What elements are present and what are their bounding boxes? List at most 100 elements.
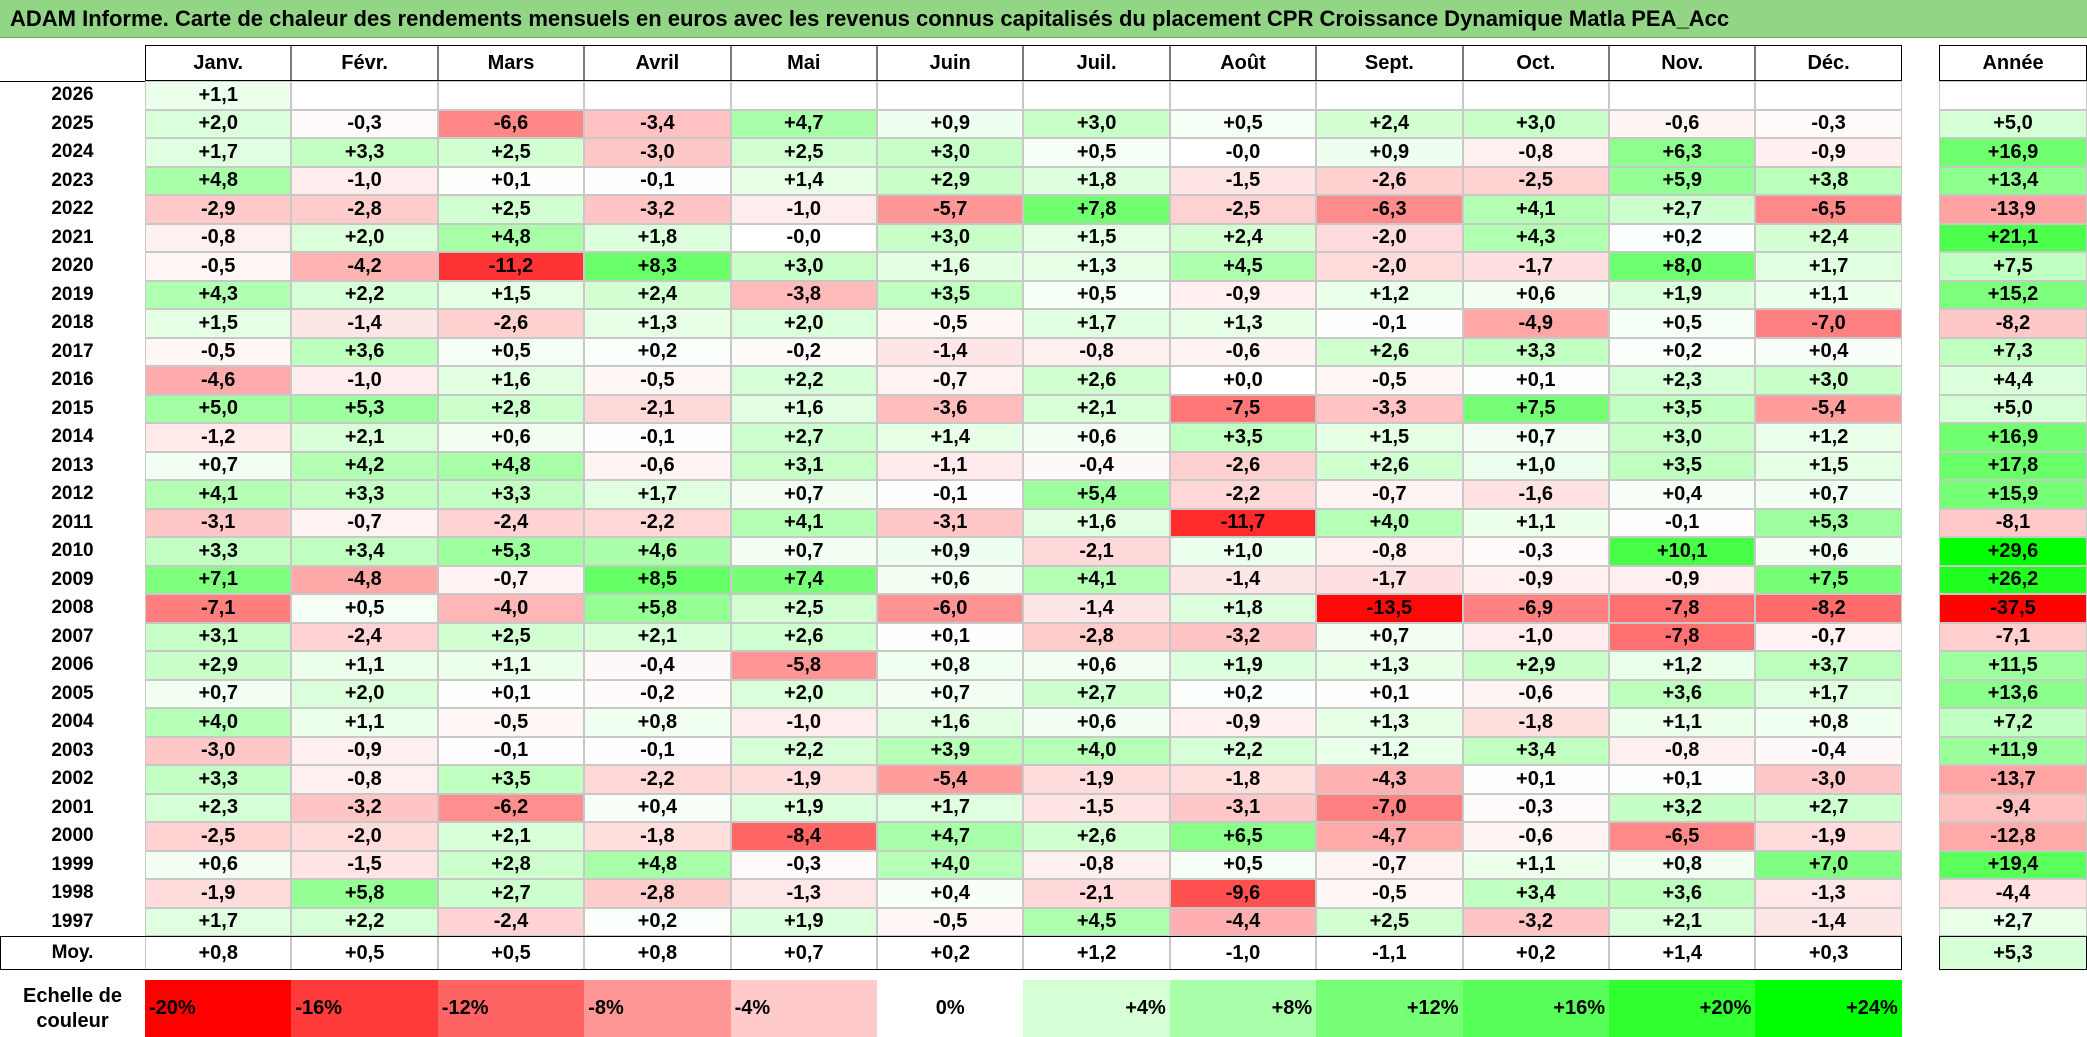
heatmap-cell: +2,9 xyxy=(145,651,292,680)
heatmap-cell: +1,2 xyxy=(1755,423,1902,452)
heatmap-cell: -1,9 xyxy=(145,879,292,908)
heatmap-cell: +5,8 xyxy=(291,879,438,908)
heatmap-cell: +3,2 xyxy=(1609,793,1756,822)
heatmap-cell: +0,6 xyxy=(877,565,1024,594)
year-label: 2012 xyxy=(0,480,145,509)
annee-cell: -7,1 xyxy=(1939,622,2087,651)
heatmap-cell: -1,0 xyxy=(291,366,438,395)
heatmap-cell: +1,7 xyxy=(1755,679,1902,708)
heatmap-cell: -1,8 xyxy=(1462,708,1609,737)
heatmap-cell: +3,3 xyxy=(145,537,292,566)
heatmap-cell: +2,0 xyxy=(145,109,292,138)
heatmap-cell: +7,5 xyxy=(1755,565,1902,594)
heatmap-cell: +3,8 xyxy=(1755,166,1902,195)
heatmap-cell: -3,1 xyxy=(1169,793,1317,822)
heatmap-cell: -0,6 xyxy=(584,451,731,480)
heatmap-cell: +0,5 xyxy=(437,337,585,366)
heatmap-cell: +4,0 xyxy=(145,708,292,737)
year-label: 2003 xyxy=(0,736,145,765)
heatmap-cell: +3,0 xyxy=(1462,109,1609,138)
heatmap-cell: -1,1 xyxy=(877,451,1024,480)
heatmap-cell xyxy=(1316,81,1463,110)
heatmap-cell: +3,5 xyxy=(1609,451,1756,480)
heatmap-cell: +1,0 xyxy=(1169,537,1317,566)
heatmap-cell: -1,7 xyxy=(1316,565,1463,594)
heatmap-cell: -0,9 xyxy=(1169,708,1317,737)
annee-cell: +29,6 xyxy=(1939,537,2087,566)
heatmap-cell: -6,2 xyxy=(437,793,585,822)
year-label: 2013 xyxy=(0,451,145,480)
color-scale-swatch: -20% xyxy=(145,980,292,1037)
heatmap-cell: +0,6 xyxy=(1023,651,1170,680)
heatmap-cell: +0,2 xyxy=(1169,679,1317,708)
color-scale-swatch: -16% xyxy=(291,980,438,1037)
heatmap-cell: +0,6 xyxy=(145,850,292,879)
heatmap-cell: +0,5 xyxy=(1169,850,1317,879)
heatmap-cell: -0,3 xyxy=(1462,537,1609,566)
heatmap-cell: -6,5 xyxy=(1609,822,1756,851)
heatmap-cell: -0,9 xyxy=(291,736,438,765)
heatmap-cell: -1,4 xyxy=(1023,594,1170,623)
average-annee-cell: +5,3 xyxy=(1939,936,2087,970)
heatmap-cell: +2,3 xyxy=(1609,366,1756,395)
annee-cell: -8,1 xyxy=(1939,508,2087,537)
heatmap-cell: -0,5 xyxy=(877,309,1024,338)
heatmap-cell: +1,6 xyxy=(730,394,877,423)
heatmap-cell: -2,4 xyxy=(437,907,585,936)
heatmap-cell: -0,7 xyxy=(291,508,438,537)
heatmap-cell: -1,8 xyxy=(584,822,731,851)
year-label: 2009 xyxy=(0,565,145,594)
heatmap-cell: -2,6 xyxy=(1169,451,1317,480)
heatmap-cell: -6,0 xyxy=(877,594,1024,623)
heatmap-cell: +2,5 xyxy=(730,594,877,623)
average-cell: +1,4 xyxy=(1609,936,1756,970)
heatmap-cell xyxy=(584,81,731,110)
color-scale-swatch: -4% xyxy=(730,980,877,1037)
heatmap-cell: -1,9 xyxy=(1023,765,1170,794)
annee-cell: +7,5 xyxy=(1939,252,2087,281)
heatmap-cell: +2,0 xyxy=(291,223,438,252)
heatmap-cell: -1,4 xyxy=(1755,907,1902,936)
heatmap-cell: +1,2 xyxy=(1316,280,1463,309)
heatmap-cell: +2,2 xyxy=(291,280,438,309)
year-label: 2025 xyxy=(0,109,145,138)
heatmap-cell: +0,2 xyxy=(1609,337,1756,366)
heatmap-cell: +0,5 xyxy=(1169,109,1317,138)
heatmap-cell: -1,0 xyxy=(1462,622,1609,651)
month-header: Août xyxy=(1169,45,1317,81)
heatmap-cell: +4,8 xyxy=(584,850,731,879)
heatmap-cell: +7,8 xyxy=(1023,195,1170,224)
annee-cell: -8,2 xyxy=(1939,309,2087,338)
heatmap-cell: +1,1 xyxy=(1755,280,1902,309)
heatmap-cell: -7,1 xyxy=(145,594,292,623)
heatmap-cell: +3,0 xyxy=(730,252,877,281)
heatmap-cell: -2,6 xyxy=(437,309,585,338)
heatmap-cell: +1,8 xyxy=(1169,594,1317,623)
annee-cell: +13,6 xyxy=(1939,679,2087,708)
heatmap-cell: -2,2 xyxy=(584,508,731,537)
heatmap-cell: +1,5 xyxy=(1755,451,1902,480)
heatmap-cell: +0,4 xyxy=(1609,480,1756,509)
annee-cell: +16,9 xyxy=(1939,423,2087,452)
heatmap-cell: +1,3 xyxy=(584,309,731,338)
average-cell: +1,2 xyxy=(1023,936,1170,970)
heatmap-cell: +3,7 xyxy=(1755,651,1902,680)
heatmap-cell: +2,7 xyxy=(1023,679,1170,708)
heatmap-cell: -0,2 xyxy=(584,679,731,708)
heatmap-cell: +2,9 xyxy=(1462,651,1609,680)
heatmap-cell: -1,4 xyxy=(1169,565,1317,594)
heatmap-cell: -2,1 xyxy=(584,394,731,423)
heatmap-cell: +4,7 xyxy=(730,109,877,138)
annee-cell: +11,5 xyxy=(1939,651,2087,680)
heatmap-cell: -1,5 xyxy=(1023,793,1170,822)
heatmap-cell: +0,5 xyxy=(1609,309,1756,338)
heatmap-cell: +7,1 xyxy=(145,565,292,594)
annee-cell: +17,8 xyxy=(1939,451,2087,480)
heatmap-cell: -3,1 xyxy=(877,508,1024,537)
year-label: 2002 xyxy=(0,765,145,794)
heatmap-cell: +0,1 xyxy=(877,622,1024,651)
heatmap-cell: +3,9 xyxy=(877,736,1024,765)
heatmap-cell: -4,4 xyxy=(1169,907,1317,936)
heatmap-cell: -1,4 xyxy=(291,309,438,338)
heatmap-cell: +2,5 xyxy=(437,622,585,651)
